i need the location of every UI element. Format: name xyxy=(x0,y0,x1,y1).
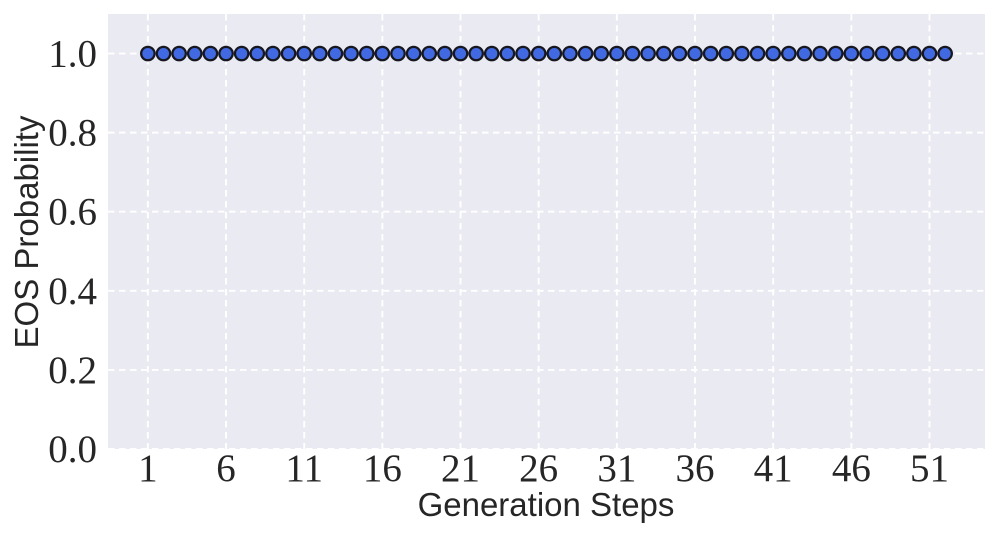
data-point xyxy=(843,45,860,62)
y-tick-label: 0.6 xyxy=(48,191,97,234)
data-point xyxy=(280,45,297,62)
data-point xyxy=(608,45,625,62)
x-tick-label: 6 xyxy=(216,447,236,490)
data-point xyxy=(734,45,750,62)
data-point xyxy=(624,45,641,62)
data-point xyxy=(218,45,234,62)
x-tick-label: 1 xyxy=(138,447,158,490)
x-tick-label: 16 xyxy=(363,447,402,490)
data-point xyxy=(358,45,375,62)
data-point xyxy=(421,45,438,62)
plot-area xyxy=(108,14,985,449)
x-tick-label: 46 xyxy=(832,447,871,490)
data-point xyxy=(499,45,516,62)
data-point xyxy=(437,45,453,62)
data-point xyxy=(530,45,547,62)
x-tick-label: 11 xyxy=(285,447,323,490)
data-point xyxy=(906,45,922,62)
data-point xyxy=(593,45,610,62)
data-point xyxy=(186,45,203,62)
data-point xyxy=(249,45,266,62)
data-point xyxy=(859,45,875,62)
data-point xyxy=(655,45,672,62)
data-point xyxy=(311,45,328,62)
data-point xyxy=(874,45,891,62)
data-point xyxy=(749,45,766,62)
data-point xyxy=(546,45,563,62)
data-point xyxy=(827,45,844,62)
data-point xyxy=(171,45,187,62)
data-point xyxy=(921,45,938,62)
data-point xyxy=(765,45,782,62)
y-tick-label: 0.0 xyxy=(48,428,97,471)
data-point xyxy=(202,45,219,62)
data-point xyxy=(452,45,469,62)
y-tick-label: 0.2 xyxy=(48,349,97,392)
y-tick-label: 0.8 xyxy=(48,112,97,155)
data-point xyxy=(577,45,594,62)
y-tick-label: 0.4 xyxy=(48,270,97,313)
data-point xyxy=(718,45,735,62)
data-point xyxy=(780,45,797,62)
data-point xyxy=(374,45,391,62)
data-point xyxy=(937,45,953,62)
data-point xyxy=(296,45,313,62)
data-point xyxy=(155,45,172,62)
y-tick-label: 1.0 xyxy=(48,33,97,76)
data-point xyxy=(140,45,156,62)
data-point xyxy=(702,45,719,62)
x-tick-label: 26 xyxy=(519,447,558,490)
y-axis-label: EOS Probability xyxy=(8,115,45,349)
x-tick-label: 21 xyxy=(441,447,480,490)
data-point xyxy=(405,45,422,62)
data-point xyxy=(562,45,578,62)
data-point xyxy=(343,45,359,62)
data-point xyxy=(483,45,500,62)
data-point xyxy=(687,45,703,62)
data-point xyxy=(515,45,531,62)
data-point xyxy=(233,45,250,62)
x-tick-label: 36 xyxy=(676,447,715,490)
data-point xyxy=(671,45,688,62)
data-point xyxy=(890,45,907,62)
x-tick-label: 51 xyxy=(910,447,949,490)
data-point xyxy=(812,45,828,62)
data-point xyxy=(640,45,656,62)
x-tick-label: 31 xyxy=(597,447,636,490)
data-point xyxy=(327,45,344,62)
x-tick-label: 41 xyxy=(754,447,793,490)
x-axis-label: Generation Steps xyxy=(417,486,675,523)
data-point xyxy=(265,45,281,62)
data-point xyxy=(468,45,485,62)
data-point xyxy=(796,45,813,62)
data-point xyxy=(390,45,406,62)
